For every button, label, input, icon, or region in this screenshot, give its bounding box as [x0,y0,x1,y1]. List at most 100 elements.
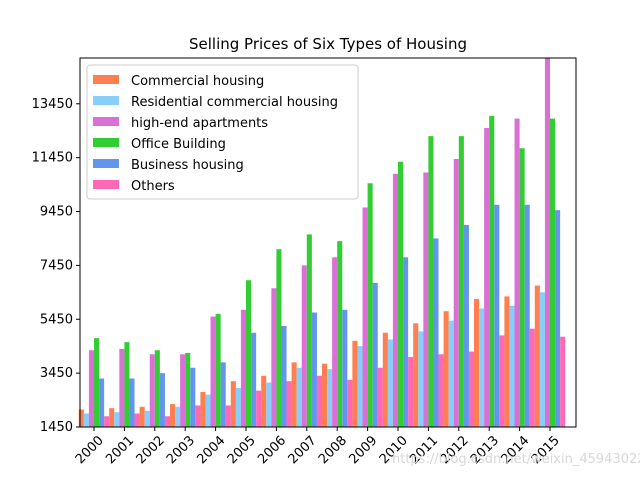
bar-commercial-housing-2012 [443,311,449,427]
x-tick-label: 2004 [194,433,228,467]
bar-residential-commercial-housing-2004 [205,394,211,427]
bar-commercial-housing-2005 [230,381,236,427]
watermark: https://blog.csdn.net/weixin_45943022 [392,452,640,467]
bar-others-2001 [134,413,140,427]
bar-commercial-housing-2015 [534,285,540,427]
legend-label: Residential commercial housing [131,95,338,110]
bar-high-end-apartments-2015 [544,58,550,427]
legend-swatch [93,75,119,84]
y-tick-label: 5450 [40,312,73,327]
bar-high-end-apartments-2001 [119,348,125,427]
bar-commercial-housing-2013 [473,299,480,427]
bar-high-end-apartments-2005 [240,309,246,427]
bar-commercial-housing-2007 [291,362,297,427]
bar-office-building-2008 [337,241,343,427]
bar-commercial-housing-2006 [261,375,267,427]
bar-residential-commercial-housing-2011 [418,331,424,427]
legend-label: Commercial housing [131,74,264,89]
bar-commercial-housing-2001 [109,408,115,427]
bar-business-housing-2000 [99,378,105,427]
bar-others-2005 [256,390,262,427]
bar-office-building-2006 [276,249,282,427]
bar-office-building-2013 [489,115,495,427]
bar-office-building-2005 [246,280,252,427]
bar-commercial-housing-2009 [352,340,358,427]
bar-others-2007 [316,375,323,427]
bar-high-end-apartments-2013 [484,128,490,427]
bar-residential-commercial-housing-2015 [539,292,545,427]
bar-others-2010 [408,356,414,427]
bar-office-building-2012 [458,136,464,428]
bar-others-2012 [468,351,475,427]
legend-swatch [93,180,119,189]
bar-business-housing-2010 [403,257,409,427]
legend-label: high-end apartments [131,116,268,131]
bar-commercial-housing-2002 [139,406,145,427]
bar-commercial-housing-2011 [413,323,419,427]
bar-commercial-housing-2004 [200,391,206,427]
legend-label: Others [131,179,175,194]
bar-office-building-2003 [185,352,191,427]
y-tick-label: 3450 [40,366,73,381]
bar-residential-commercial-housing-2003 [175,406,181,427]
bar-business-housing-2003 [190,367,196,427]
bar-commercial-housing-2014 [504,296,510,427]
bar-residential-commercial-housing-2006 [266,382,272,427]
bar-business-housing-2009 [372,282,378,427]
legend-swatch [93,117,119,126]
bar-residential-commercial-housing-2000 [83,413,89,427]
bar-high-end-apartments-2014 [514,118,520,427]
legend-label: Office Building [131,137,226,152]
bar-high-end-apartments-2003 [180,354,186,427]
bars-group [78,58,566,428]
bar-residential-commercial-housing-2012 [448,320,454,427]
bar-residential-commercial-housing-2010 [387,339,393,427]
bar-business-housing-2012 [463,224,469,427]
y-tick-label: 9450 [40,205,73,220]
y-tick-label: 7450 [40,258,73,273]
legend-swatch [93,159,119,168]
x-tick-label: 2007 [286,433,320,467]
bar-business-housing-2001 [129,378,135,427]
plot-frame [79,57,577,428]
legend-box [86,64,359,200]
bar-office-building-2001 [124,342,130,427]
bar-high-end-apartments-2000 [88,350,94,427]
legend-label: Business housing [131,158,244,173]
bar-high-end-apartments-2002 [149,354,155,427]
bar-others-2000 [104,416,110,427]
bar-others-2003 [195,405,201,427]
legend-swatch [93,96,119,105]
x-tick-label: 2003 [164,433,198,467]
bar-residential-commercial-housing-2005 [235,387,241,427]
bar-business-housing-2011 [433,238,439,427]
bar-business-housing-2015 [555,210,561,427]
bar-high-end-apartments-2011 [423,172,429,427]
bar-residential-commercial-housing-2001 [114,412,120,427]
bar-residential-commercial-housing-2007 [296,367,302,427]
bar-business-housing-2002 [159,373,165,427]
bar-others-2013 [499,335,505,427]
y-tick-label: 1450 [40,420,73,435]
legend: Commercial housing Residential commercial… [86,64,359,200]
bar-office-building-2009 [367,183,373,427]
x-tick-label: 2000 [73,433,107,467]
x-tick-label: 2002 [134,433,168,467]
bar-others-2014 [529,328,535,427]
bar-business-housing-2005 [251,332,257,427]
bar-high-end-apartments-2010 [392,173,398,427]
bar-office-building-2000 [94,338,100,427]
bar-high-end-apartments-2012 [453,159,459,427]
bar-residential-commercial-housing-2013 [479,308,485,427]
bar-others-2011 [438,354,444,427]
y-tick-label: 13450 [32,97,73,112]
chart-title: Selling Prices of Six Types of Housing [189,35,467,53]
bar-residential-commercial-housing-2008 [327,369,333,427]
bar-commercial-housing-2008 [321,363,328,427]
bar-business-housing-2014 [524,204,530,427]
x-tick-label: 2005 [225,433,259,467]
bar-residential-commercial-housing-2009 [357,346,363,427]
bar-business-housing-2007 [311,312,317,427]
bar-office-building-2014 [519,148,525,428]
